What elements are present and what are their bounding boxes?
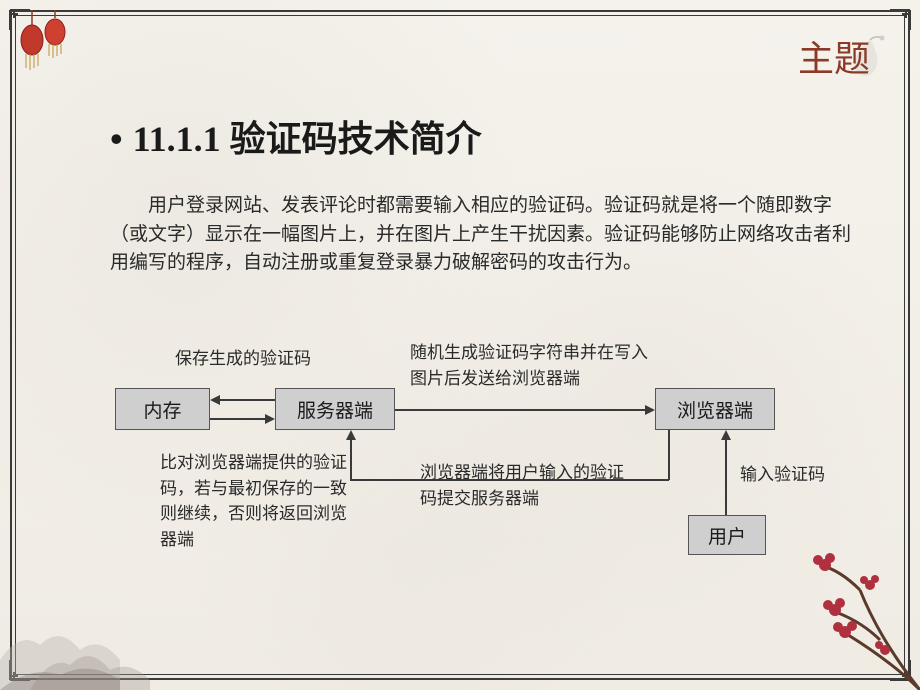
section-heading: •11.1.1 验证码技术简介	[110, 110, 860, 162]
edge-line	[350, 438, 352, 480]
edge-line	[725, 438, 727, 515]
node-label: 用户	[708, 522, 746, 549]
node-label: 内存	[143, 396, 181, 423]
heading-text: 11.1.1 验证码技术简介	[133, 119, 482, 159]
node-memory: 内存	[115, 388, 210, 430]
node-browser: 浏览器端	[655, 388, 775, 430]
body-paragraph: 用户登录网站、发表评论时都需要输入相应的验证码。验证码就是将一个随即数字（或文字…	[110, 192, 860, 278]
edge-line	[668, 430, 670, 480]
arrow-head-icon	[721, 430, 731, 440]
edge-label: 浏览器端将用户输入的验证码提交服务器端	[420, 460, 630, 511]
bullet-icon: •	[110, 119, 123, 159]
edge-label: 保存生成的验证码	[175, 346, 355, 372]
arrow-head-icon	[346, 430, 356, 440]
edge-label: 比对浏览器端提供的验证码，若与最初保存的一致则继续，否则将返回浏览器端	[160, 450, 350, 552]
edge-line	[210, 418, 267, 420]
content-area: •11.1.1 验证码技术简介 用户登录网站、发表评论时都需要输入相应的验证码。…	[110, 110, 860, 278]
flowchart-diagram: 内存 服务器端 浏览器端 用户 保存生成的验证码 比对浏览器端提供的验证码，若与…	[100, 330, 860, 610]
arrow-head-icon	[265, 414, 275, 424]
node-user: 用户	[688, 515, 766, 555]
edge-label: 输入验证码	[740, 462, 850, 488]
lantern-icon	[20, 10, 80, 90]
edge-label: 随机生成验证码字符串并在写入图片后发送给浏览器端	[410, 340, 660, 391]
theme-label: 主题	[798, 30, 870, 82]
node-label: 浏览器端	[677, 396, 753, 423]
node-server: 服务器端	[275, 388, 395, 430]
arrow-head-icon	[210, 395, 220, 405]
node-label: 服务器端	[297, 396, 373, 423]
edge-line	[218, 399, 275, 401]
corner-ornament-icon	[888, 8, 912, 32]
edge-line	[395, 409, 647, 411]
arrow-head-icon	[645, 405, 655, 415]
